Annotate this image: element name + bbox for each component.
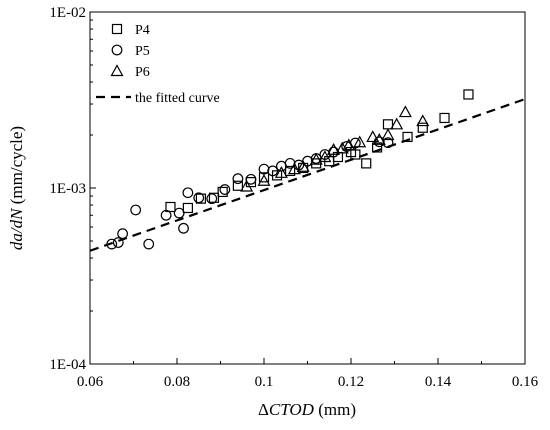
x-tick-label: 0.06 bbox=[77, 374, 104, 390]
point-p4 bbox=[285, 165, 296, 177]
y-axis: 1E-04 1E-03 1E-02 bbox=[49, 5, 96, 373]
point-p6 bbox=[287, 162, 301, 175]
point-p4 bbox=[417, 122, 428, 133]
point-p5 bbox=[193, 192, 205, 204]
legend-label-p6: P6 bbox=[135, 65, 150, 80]
point-p5 bbox=[130, 204, 142, 216]
legend-label-p4: P4 bbox=[135, 23, 150, 38]
point-p6 bbox=[274, 166, 288, 178]
point-p5 bbox=[106, 238, 118, 250]
point-p5 bbox=[173, 207, 185, 219]
y-tick-label: 1E-03 bbox=[49, 181, 86, 197]
x-axis-label: ΔCTOD (mm) bbox=[258, 400, 356, 419]
x-tick-label: 0.16 bbox=[512, 374, 539, 390]
point-p6 bbox=[335, 141, 349, 154]
point-p6 bbox=[327, 142, 341, 155]
point-p5 bbox=[219, 184, 231, 195]
plot-frame bbox=[89, 11, 526, 365]
legend: P4 P5 P6 the fitted curve bbox=[96, 23, 220, 106]
point-p6 bbox=[381, 128, 395, 141]
point-p5 bbox=[267, 165, 279, 177]
y-axis-label: da/dN (mm/cycle) bbox=[7, 126, 26, 250]
point-p5 bbox=[117, 228, 129, 240]
point-p4 bbox=[165, 201, 176, 213]
point-p6 bbox=[240, 179, 254, 192]
legend-marker-p6 bbox=[110, 64, 124, 77]
point-p5 bbox=[178, 222, 189, 234]
point-p6 bbox=[318, 150, 332, 163]
point-p6 bbox=[353, 135, 367, 148]
point-p4 bbox=[439, 112, 450, 124]
point-p5 bbox=[112, 237, 124, 248]
point-p4 bbox=[182, 202, 193, 214]
legend-marker-p5 bbox=[111, 44, 123, 56]
point-p6 bbox=[257, 173, 271, 186]
point-p4 bbox=[372, 142, 383, 153]
point-p5 bbox=[160, 209, 172, 221]
point-p6 bbox=[398, 105, 412, 118]
legend-marker-p4 bbox=[111, 23, 123, 35]
point-p6 bbox=[416, 114, 430, 127]
point-p5 bbox=[143, 238, 155, 250]
point-p5 bbox=[206, 193, 218, 205]
fitted-curve bbox=[89, 98, 526, 252]
point-p4 bbox=[350, 149, 361, 160]
x-tick-label: 0.1 bbox=[255, 374, 274, 390]
x-axis: 0.06 0.08 0.1 0.12 0.14 0.16 bbox=[77, 358, 539, 390]
point-p4 bbox=[402, 131, 413, 143]
series-p5 bbox=[106, 136, 394, 250]
x-tick-label: 0.14 bbox=[425, 374, 452, 390]
point-p5 bbox=[382, 137, 394, 149]
point-p5 bbox=[245, 173, 257, 185]
point-p4 bbox=[382, 119, 394, 130]
point-p5 bbox=[232, 173, 244, 185]
data-points bbox=[106, 89, 474, 250]
point-p6 bbox=[390, 117, 404, 130]
point-p4 bbox=[258, 172, 270, 183]
x-tick-label: 0.08 bbox=[164, 374, 190, 390]
legend-label-p5: P5 bbox=[135, 44, 150, 59]
point-p5 bbox=[182, 187, 194, 199]
y-tick-label: 1E-04 bbox=[49, 357, 86, 373]
series-p6 bbox=[240, 105, 430, 192]
point-p4 bbox=[361, 158, 372, 169]
point-p4 bbox=[232, 180, 243, 191]
point-p6 bbox=[296, 160, 310, 172]
point-p4 bbox=[463, 89, 474, 100]
point-p6 bbox=[342, 138, 356, 151]
legend-label-fitted-curve: the fitted curve bbox=[135, 91, 220, 106]
point-p6 bbox=[366, 130, 380, 143]
fitted-curve-line bbox=[89, 98, 526, 252]
point-p4 bbox=[217, 186, 228, 198]
point-p6 bbox=[309, 152, 323, 165]
x-tick-label: 0.12 bbox=[338, 374, 364, 390]
y-tick-label: 1E-02 bbox=[49, 5, 86, 21]
